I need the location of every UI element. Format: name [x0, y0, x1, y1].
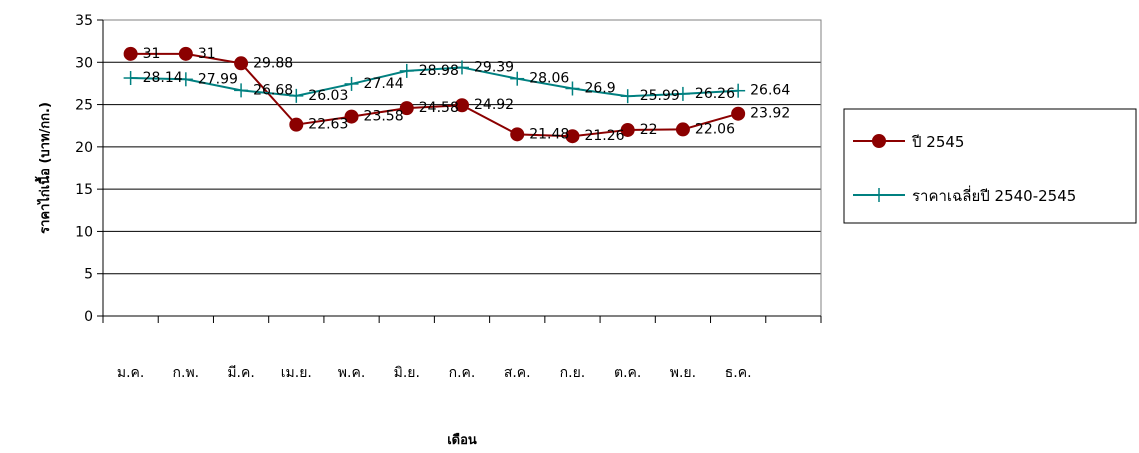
legend-label: ราคาเฉลี่ยปี 2540-2545: [912, 185, 1076, 205]
data-label: 21.48: [529, 126, 569, 142]
data-label: 22.63: [308, 117, 348, 133]
data-point: [455, 60, 469, 75]
data-point: [178, 72, 193, 87]
data-label: 26.68: [253, 82, 293, 98]
data-point: [872, 188, 886, 202]
x-tick-label: ส.ค.: [504, 365, 531, 381]
data-point: [731, 106, 746, 121]
data-point: [399, 101, 414, 116]
series-line-2: [130, 66, 739, 98]
data-point: [565, 81, 580, 96]
data-point: [234, 56, 249, 71]
data-label: 31: [198, 46, 216, 62]
legend-items: ปี 2545 ราคาเฉลี่ยปี 2540-2545: [853, 133, 1076, 205]
data-point: [399, 63, 414, 78]
series-layer: [123, 46, 746, 144]
y-tick-label: 20: [75, 140, 93, 156]
data-point: [565, 129, 580, 144]
data-label: 28.06: [529, 71, 569, 87]
data-point: [234, 83, 249, 98]
x-tick-label: มิ.ย.: [394, 365, 420, 381]
data-point: [289, 117, 304, 132]
data-point: [455, 98, 469, 113]
data-label: 21.26: [584, 128, 624, 144]
label-layer: 31 31 29.88 22.63 23.58 24.58 24.92 21.48 21.26 2…: [143, 46, 791, 144]
data-point: [510, 71, 525, 86]
data-point: [344, 109, 359, 124]
x-tick-label: มี.ค.: [227, 365, 255, 381]
x-tick-label: ก.พ.: [173, 365, 200, 381]
data-label: 26.64: [750, 83, 790, 99]
y-tick-label: 35: [75, 13, 93, 29]
legend-box: [843, 108, 1137, 224]
data-point: [123, 71, 138, 86]
x-tick-label: ก.ย.: [560, 365, 586, 381]
data-label: 23.92: [750, 106, 790, 122]
data-point: [344, 76, 359, 91]
data-point: [731, 83, 746, 98]
data-label: 26.03: [308, 88, 348, 104]
x-tick-label: เม.ย.: [281, 365, 312, 381]
data-point: [289, 88, 304, 103]
data-point: [510, 127, 525, 142]
data-label: 27.99: [198, 71, 238, 87]
x-tick-label: พ.ย.: [670, 365, 696, 381]
y-axis-title: ราคาไก่เนื้อ (บาท/กก.): [34, 102, 53, 234]
data-label: 26.9: [584, 81, 615, 97]
data-label: 29.88: [253, 55, 293, 71]
data-label: 28.14: [143, 70, 183, 86]
data-label: 31: [143, 46, 161, 62]
series-line-1: [130, 52, 739, 138]
y-tick-label: 15: [75, 182, 93, 198]
legend-entry: ราคาเฉลี่ยปี 2540-2545: [853, 185, 1076, 205]
data-point: [620, 122, 635, 137]
x-tick-label: ก.ค.: [449, 365, 476, 381]
x-tick-label: ม.ค.: [117, 365, 145, 381]
y-tick-label: 0: [84, 309, 93, 325]
data-label: 26.26: [695, 86, 735, 102]
legend-entry: ปี 2545: [853, 133, 964, 151]
x-tick-label: พ.ค.: [338, 365, 366, 381]
data-label: 23.58: [364, 109, 404, 125]
data-point: [675, 86, 690, 101]
data-label: 29.39: [474, 59, 514, 75]
data-point: [620, 89, 635, 104]
data-label: 25.99: [640, 88, 680, 104]
legend-label: ปี 2545: [911, 133, 964, 151]
y-tick-label: 10: [75, 224, 93, 240]
data-label: 28.98: [419, 63, 459, 79]
x-tick-label: ธ.ค.: [725, 365, 752, 381]
legend: ปี 2545 ราคาเฉลี่ยปี 2540-2545: [843, 108, 1137, 224]
y-tick-label: 30: [75, 55, 93, 71]
data-label: 24.58: [419, 100, 459, 116]
y-tick-label: 25: [75, 98, 93, 114]
x-axis-title: เดือน: [447, 432, 477, 448]
data-point: [675, 122, 690, 137]
data-point: [178, 46, 193, 61]
data-label: 22.06: [695, 121, 735, 137]
data-label: 27.44: [364, 76, 404, 92]
data-label: 22: [640, 122, 658, 138]
axis-layer: 0 5 10 15 20 25 30 35 ม.ค. ก.พ. มี.ค. เม.ย. พ.ค. มิ.ย…: [75, 13, 822, 381]
y-tick-label: 5: [84, 267, 93, 283]
x-tick-label: ต.ค.: [614, 365, 641, 381]
data-label: 24.92: [474, 97, 514, 113]
data-point: [123, 46, 138, 61]
data-point: [872, 134, 886, 148]
